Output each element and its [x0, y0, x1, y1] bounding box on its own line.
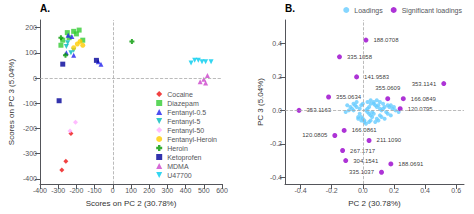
- svg-text:188.0691: 188.0691: [398, 161, 424, 167]
- svg-text:211.1090: 211.1090: [377, 137, 402, 143]
- svg-text:353.1163: 353.1163: [306, 107, 332, 114]
- svg-text:Significant loadings: Significant loadings: [402, 7, 463, 15]
- svg-text:-100: -100: [88, 187, 102, 194]
- svg-text:Scores on PC 2 (30.78%): Scores on PC 2 (30.78%): [86, 199, 177, 208]
- svg-text:100: 100: [125, 187, 137, 194]
- svg-text:-400: -400: [33, 187, 47, 194]
- svg-text:U47700: U47700: [167, 172, 192, 179]
- svg-text:335.1058: 335.1058: [347, 54, 373, 60]
- svg-text:PC 2 (30.78%): PC 2 (30.78%): [348, 199, 401, 208]
- svg-text:-0.2: -0.2: [326, 187, 338, 194]
- svg-text:0.0: 0.0: [272, 107, 282, 114]
- svg-text:100: 100: [25, 49, 37, 56]
- svg-text:267.1717: 267.1717: [350, 148, 376, 154]
- svg-text:120.0805: 120.0805: [302, 132, 328, 138]
- svg-text:-100: -100: [23, 100, 37, 107]
- svg-text:-300: -300: [51, 187, 65, 194]
- svg-text:166.0849: 166.0849: [411, 96, 437, 102]
- svg-text:500: 500: [198, 187, 210, 194]
- svg-text:B.: B.: [285, 3, 295, 14]
- svg-text:Fentanyl-5: Fentanyl-5: [167, 118, 200, 126]
- svg-text:0.4: 0.4: [420, 187, 430, 194]
- svg-text:-300: -300: [23, 150, 37, 157]
- svg-text:Scores on PC 3 (5.04%): Scores on PC 3 (5.04%): [7, 59, 16, 146]
- svg-text:0.6: 0.6: [451, 187, 461, 194]
- svg-text:-0.4: -0.4: [295, 187, 307, 194]
- svg-text:0.2: 0.2: [389, 187, 399, 194]
- svg-text:166.0861: 166.0861: [352, 127, 378, 133]
- svg-text:Loadings: Loadings: [354, 7, 383, 15]
- svg-text:-0.4: -0.4: [270, 174, 282, 181]
- svg-text:300: 300: [162, 187, 174, 194]
- svg-text:MDMA: MDMA: [167, 163, 189, 170]
- svg-text:PC 3 (5.04%): PC 3 (5.04%): [256, 78, 265, 126]
- svg-text:335.1037: 335.1037: [349, 169, 375, 175]
- svg-text:Ketoprofen: Ketoprofen: [167, 154, 201, 162]
- svg-text:120.0795: 120.0795: [407, 105, 433, 112]
- svg-text:200: 200: [143, 187, 155, 194]
- svg-text:0: 0: [111, 187, 115, 194]
- svg-text:400: 400: [180, 187, 192, 194]
- svg-text:141.9583: 141.9583: [364, 74, 390, 80]
- svg-text:0.0: 0.0: [358, 187, 368, 194]
- svg-text:600: 600: [216, 187, 228, 194]
- svg-text:355.0634: 355.0634: [336, 94, 362, 100]
- svg-text:-200: -200: [69, 187, 83, 194]
- svg-text:Diazepam: Diazepam: [167, 100, 199, 108]
- svg-text:0.4: 0.4: [272, 40, 282, 47]
- svg-text:-200: -200: [23, 125, 37, 132]
- svg-text:188.0708: 188.0708: [373, 37, 399, 43]
- svg-text:0.2: 0.2: [272, 73, 282, 80]
- svg-text:Fentanyl-0.5: Fentanyl-0.5: [167, 109, 206, 117]
- svg-text:355.0609: 355.0609: [375, 85, 401, 91]
- svg-text:Fentanyl-Heroin: Fentanyl-Heroin: [167, 136, 217, 144]
- svg-text:-0.2: -0.2: [270, 140, 282, 147]
- svg-text:353.1141: 353.1141: [412, 81, 437, 87]
- svg-text:Heroin: Heroin: [167, 145, 188, 152]
- svg-text:Fentanyl-50: Fentanyl-50: [167, 127, 204, 135]
- svg-text:304.1541: 304.1541: [353, 158, 379, 164]
- svg-text:200: 200: [25, 24, 37, 31]
- svg-text:A.: A.: [40, 3, 50, 14]
- svg-text:0: 0: [33, 75, 37, 82]
- svg-text:Cocaine: Cocaine: [167, 91, 193, 98]
- svg-text:-400: -400: [23, 175, 37, 182]
